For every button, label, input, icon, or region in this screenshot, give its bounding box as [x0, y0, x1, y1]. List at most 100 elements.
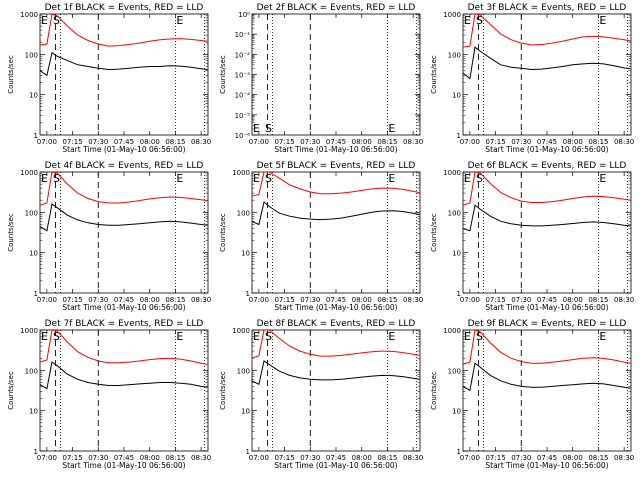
- chart-panel: Det 8f BLACK = Events, RED = LLD 1 10 100 10…: [219, 319, 423, 470]
- x-tick-label: 08:30: [403, 138, 423, 146]
- x-tick-label: 07:15: [485, 138, 505, 146]
- y-tick-label: 100: [448, 209, 461, 217]
- plot-frame: [39, 171, 209, 294]
- x-tick-label: 07:30: [511, 296, 531, 304]
- y-axis-label: Counts/sec: [430, 213, 438, 252]
- y-tick-label: 1: [457, 132, 461, 140]
- event-marker-label: E: [41, 172, 48, 185]
- x-tick-label: 08:15: [165, 296, 185, 304]
- y-tick-label: 1: [34, 132, 38, 140]
- lld-series-line: [40, 14, 208, 47]
- plot-frame: [462, 329, 632, 452]
- x-tick-label: 07:15: [274, 296, 294, 304]
- x-tick-label: 07:00: [460, 138, 480, 146]
- y-tick-label: 1000: [232, 169, 250, 177]
- x-tick-label: 08:00: [563, 138, 583, 146]
- y-tick-label: 1000: [20, 169, 38, 177]
- events-series-line: [40, 51, 208, 77]
- x-tick-label: 07:15: [485, 454, 505, 462]
- y-tick-label: 1: [246, 448, 250, 456]
- x-tick-label: 07:00: [460, 454, 480, 462]
- y-tick-label: 1000: [232, 327, 250, 335]
- event-marker-label: E: [599, 330, 606, 343]
- x-tick-label: 07:15: [485, 296, 505, 304]
- y-tick-label: 10: [452, 250, 461, 258]
- x-tick-label: 07:30: [300, 454, 320, 462]
- y-tick-label: 1000: [20, 11, 38, 19]
- y-tick-label: 10⁻²: [235, 51, 251, 59]
- x-axis-label: Start Time (01-May-10 06:56:00): [274, 461, 397, 470]
- x-tick-label: 08:15: [377, 296, 397, 304]
- x-tick-label: 08:15: [588, 296, 608, 304]
- x-tick-label: 07:15: [62, 454, 82, 462]
- lld-series-line: [40, 172, 208, 206]
- chart-title: Det 2f BLACK = Events, RED = LLD: [257, 3, 416, 13]
- x-tick-label: 07:30: [511, 138, 531, 146]
- event-marker-label: E: [253, 172, 260, 185]
- y-tick-label: 100: [25, 209, 38, 217]
- y-tick-label: 10⁻⁴: [235, 92, 251, 100]
- lld-series-line: [40, 330, 208, 365]
- event-marker-label: E: [464, 330, 471, 343]
- event-marker-label: E: [599, 14, 606, 27]
- x-tick-label: 07:15: [274, 454, 294, 462]
- y-axis-label: Counts/sec: [430, 55, 438, 94]
- x-tick-label: 07:45: [537, 454, 557, 462]
- event-marker-label: E: [388, 122, 395, 135]
- lld-series-line: [252, 330, 420, 359]
- x-tick-label: 08:15: [165, 138, 185, 146]
- plot-frame: [462, 13, 632, 136]
- event-marker-label: E: [464, 172, 471, 185]
- x-tick-label: 07:00: [249, 454, 269, 462]
- event-marker-label: E: [599, 172, 606, 185]
- x-tick-label: 07:00: [37, 296, 57, 304]
- chart-panel: Det 9f BLACK = Events, RED = LLD 1 10 100 10…: [430, 319, 634, 470]
- x-tick-label: 08:15: [588, 138, 608, 146]
- plot-frame: [39, 13, 209, 136]
- lld-series-line: [463, 14, 631, 48]
- events-series-line: [463, 204, 631, 232]
- y-tick-label: 1000: [443, 169, 461, 177]
- chart-title: Det 9f BLACK = Events, RED = LLD: [468, 319, 627, 329]
- chart-panel: Det 6f BLACK = Events, RED = LLD 1 10 100 10…: [430, 161, 634, 312]
- x-tick-label: 08:15: [377, 454, 397, 462]
- events-series-line: [40, 361, 208, 390]
- y-tick-label: 10: [241, 250, 250, 258]
- x-axis-label: Start Time (01-May-10 06:56:00): [485, 145, 608, 154]
- event-marker-label: E: [388, 330, 395, 343]
- x-axis-label: Start Time (01-May-10 06:56:00): [274, 303, 397, 312]
- y-tick-label: 10: [452, 408, 461, 416]
- y-tick-label: 1000: [443, 11, 461, 19]
- x-tick-label: 07:45: [114, 454, 134, 462]
- y-tick-label: 10: [29, 250, 38, 258]
- event-marker-label: E: [464, 14, 471, 27]
- y-axis-label: Counts/sec: [7, 55, 15, 94]
- y-tick-label: 100: [25, 367, 38, 375]
- lld-series-line: [463, 172, 631, 206]
- plot-frame: [251, 171, 421, 294]
- x-tick-label: 07:30: [88, 138, 108, 146]
- x-tick-label: 08:00: [140, 138, 160, 146]
- x-tick-label: 07:45: [326, 296, 346, 304]
- x-tick-label: 08:30: [191, 138, 211, 146]
- event-marker-label: E: [176, 14, 183, 27]
- y-axis-label: Counts/sec: [219, 213, 227, 252]
- x-tick-label: 07:00: [249, 296, 269, 304]
- chart-panel: Det 2f BLACK = Events, RED = LLD 10⁻⁶ 10⁻⁵…: [219, 3, 423, 154]
- chart-title: Det 3f BLACK = Events, RED = LLD: [468, 3, 627, 13]
- x-tick-label: 08:15: [165, 454, 185, 462]
- y-tick-label: 100: [448, 51, 461, 59]
- y-axis-label: Counts/sec: [430, 371, 438, 410]
- y-tick-label: 1: [457, 448, 461, 456]
- chart-title: Det 5f BLACK = Events, RED = LLD: [257, 161, 416, 171]
- y-tick-label: 10: [241, 408, 250, 416]
- x-tick-label: 08:00: [563, 296, 583, 304]
- y-tick-label: 1: [457, 290, 461, 298]
- y-tick-label: 1: [34, 290, 38, 298]
- x-tick-label: 07:45: [326, 138, 346, 146]
- y-tick-label: 10⁻¹: [235, 31, 251, 39]
- event-marker-label: E: [176, 172, 183, 185]
- chart-title: Det 8f BLACK = Events, RED = LLD: [257, 319, 416, 329]
- event-marker-label: S: [265, 172, 272, 185]
- x-tick-label: 08:30: [403, 454, 423, 462]
